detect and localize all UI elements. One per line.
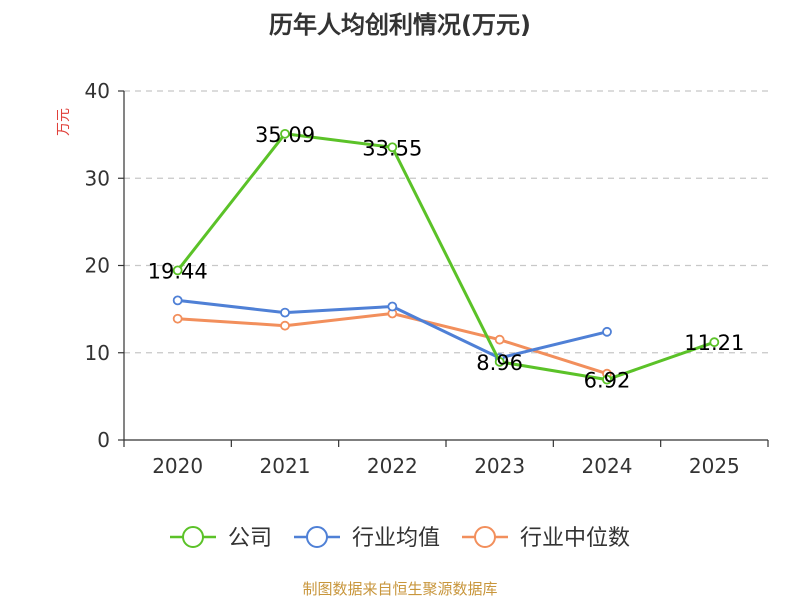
legend-marker-1	[306, 526, 328, 548]
source-note: 制图数据来自恒生聚源数据库	[302, 580, 497, 598]
data-point-1-0	[172, 295, 183, 306]
data-point-0-3	[494, 356, 505, 367]
data-label-4: 6.92	[584, 369, 631, 393]
series-layer	[172, 128, 720, 385]
data-point-1-2	[387, 301, 398, 312]
y-tick-label-10: 10	[85, 341, 110, 365]
x-tick-label-2024: 2024	[582, 454, 633, 478]
legend-marker-0	[182, 526, 204, 548]
x-tick-label-2021: 2021	[260, 454, 311, 478]
data-point-1-1	[280, 307, 290, 318]
y-tick-label-20: 20	[85, 254, 110, 278]
data-label-0: 19.44	[148, 259, 208, 283]
series-line-2	[177, 312, 608, 376]
data-point-0-0	[172, 265, 183, 276]
data-point-2-0	[172, 313, 183, 324]
data-label-1: 35.09	[255, 123, 315, 147]
legend-label-2: 行业中位数	[520, 526, 630, 551]
data-label-2: 33.55	[362, 136, 422, 160]
data-point-0-4	[602, 374, 612, 385]
chart-title: 历年人均创利情况(万元)	[269, 11, 531, 39]
data-point-2-3	[494, 334, 505, 345]
y-tick-label-30: 30	[85, 166, 110, 190]
x-tick-label-2020: 2020	[152, 454, 203, 478]
legend-label-1: 行业均值	[352, 526, 440, 551]
x-tick-label-2023: 2023	[474, 454, 525, 478]
legend-marker-2	[474, 526, 496, 548]
y-tick-label-0: 0	[97, 428, 110, 452]
data-point-2-1	[280, 320, 290, 331]
data-label-5: 11.21	[684, 331, 744, 355]
x-tick-label-2025: 2025	[689, 454, 740, 478]
x-tick-label-2022: 2022	[367, 454, 418, 478]
data-point-0-5	[709, 337, 720, 348]
grid-lines	[124, 90, 768, 354]
data-labels: 19.44 35.09 33.55 8.96 6.92 11.21	[148, 123, 745, 393]
y-tick-label-40: 40	[85, 79, 110, 103]
legend: 公司 行业均值 行业中位数	[170, 526, 630, 551]
legend-label-0: 公司	[228, 526, 272, 551]
series-line-0	[176, 132, 715, 382]
data-point-1-4	[602, 326, 612, 337]
y-axis-unit: 万元	[56, 108, 72, 136]
data-label-3: 8.96	[476, 351, 523, 375]
data-point-0-2	[387, 142, 398, 153]
data-point-0-1	[280, 128, 290, 139]
axes: 0 10 20 30 40 2020 2021 2022 2023 2024 2025	[85, 79, 769, 478]
